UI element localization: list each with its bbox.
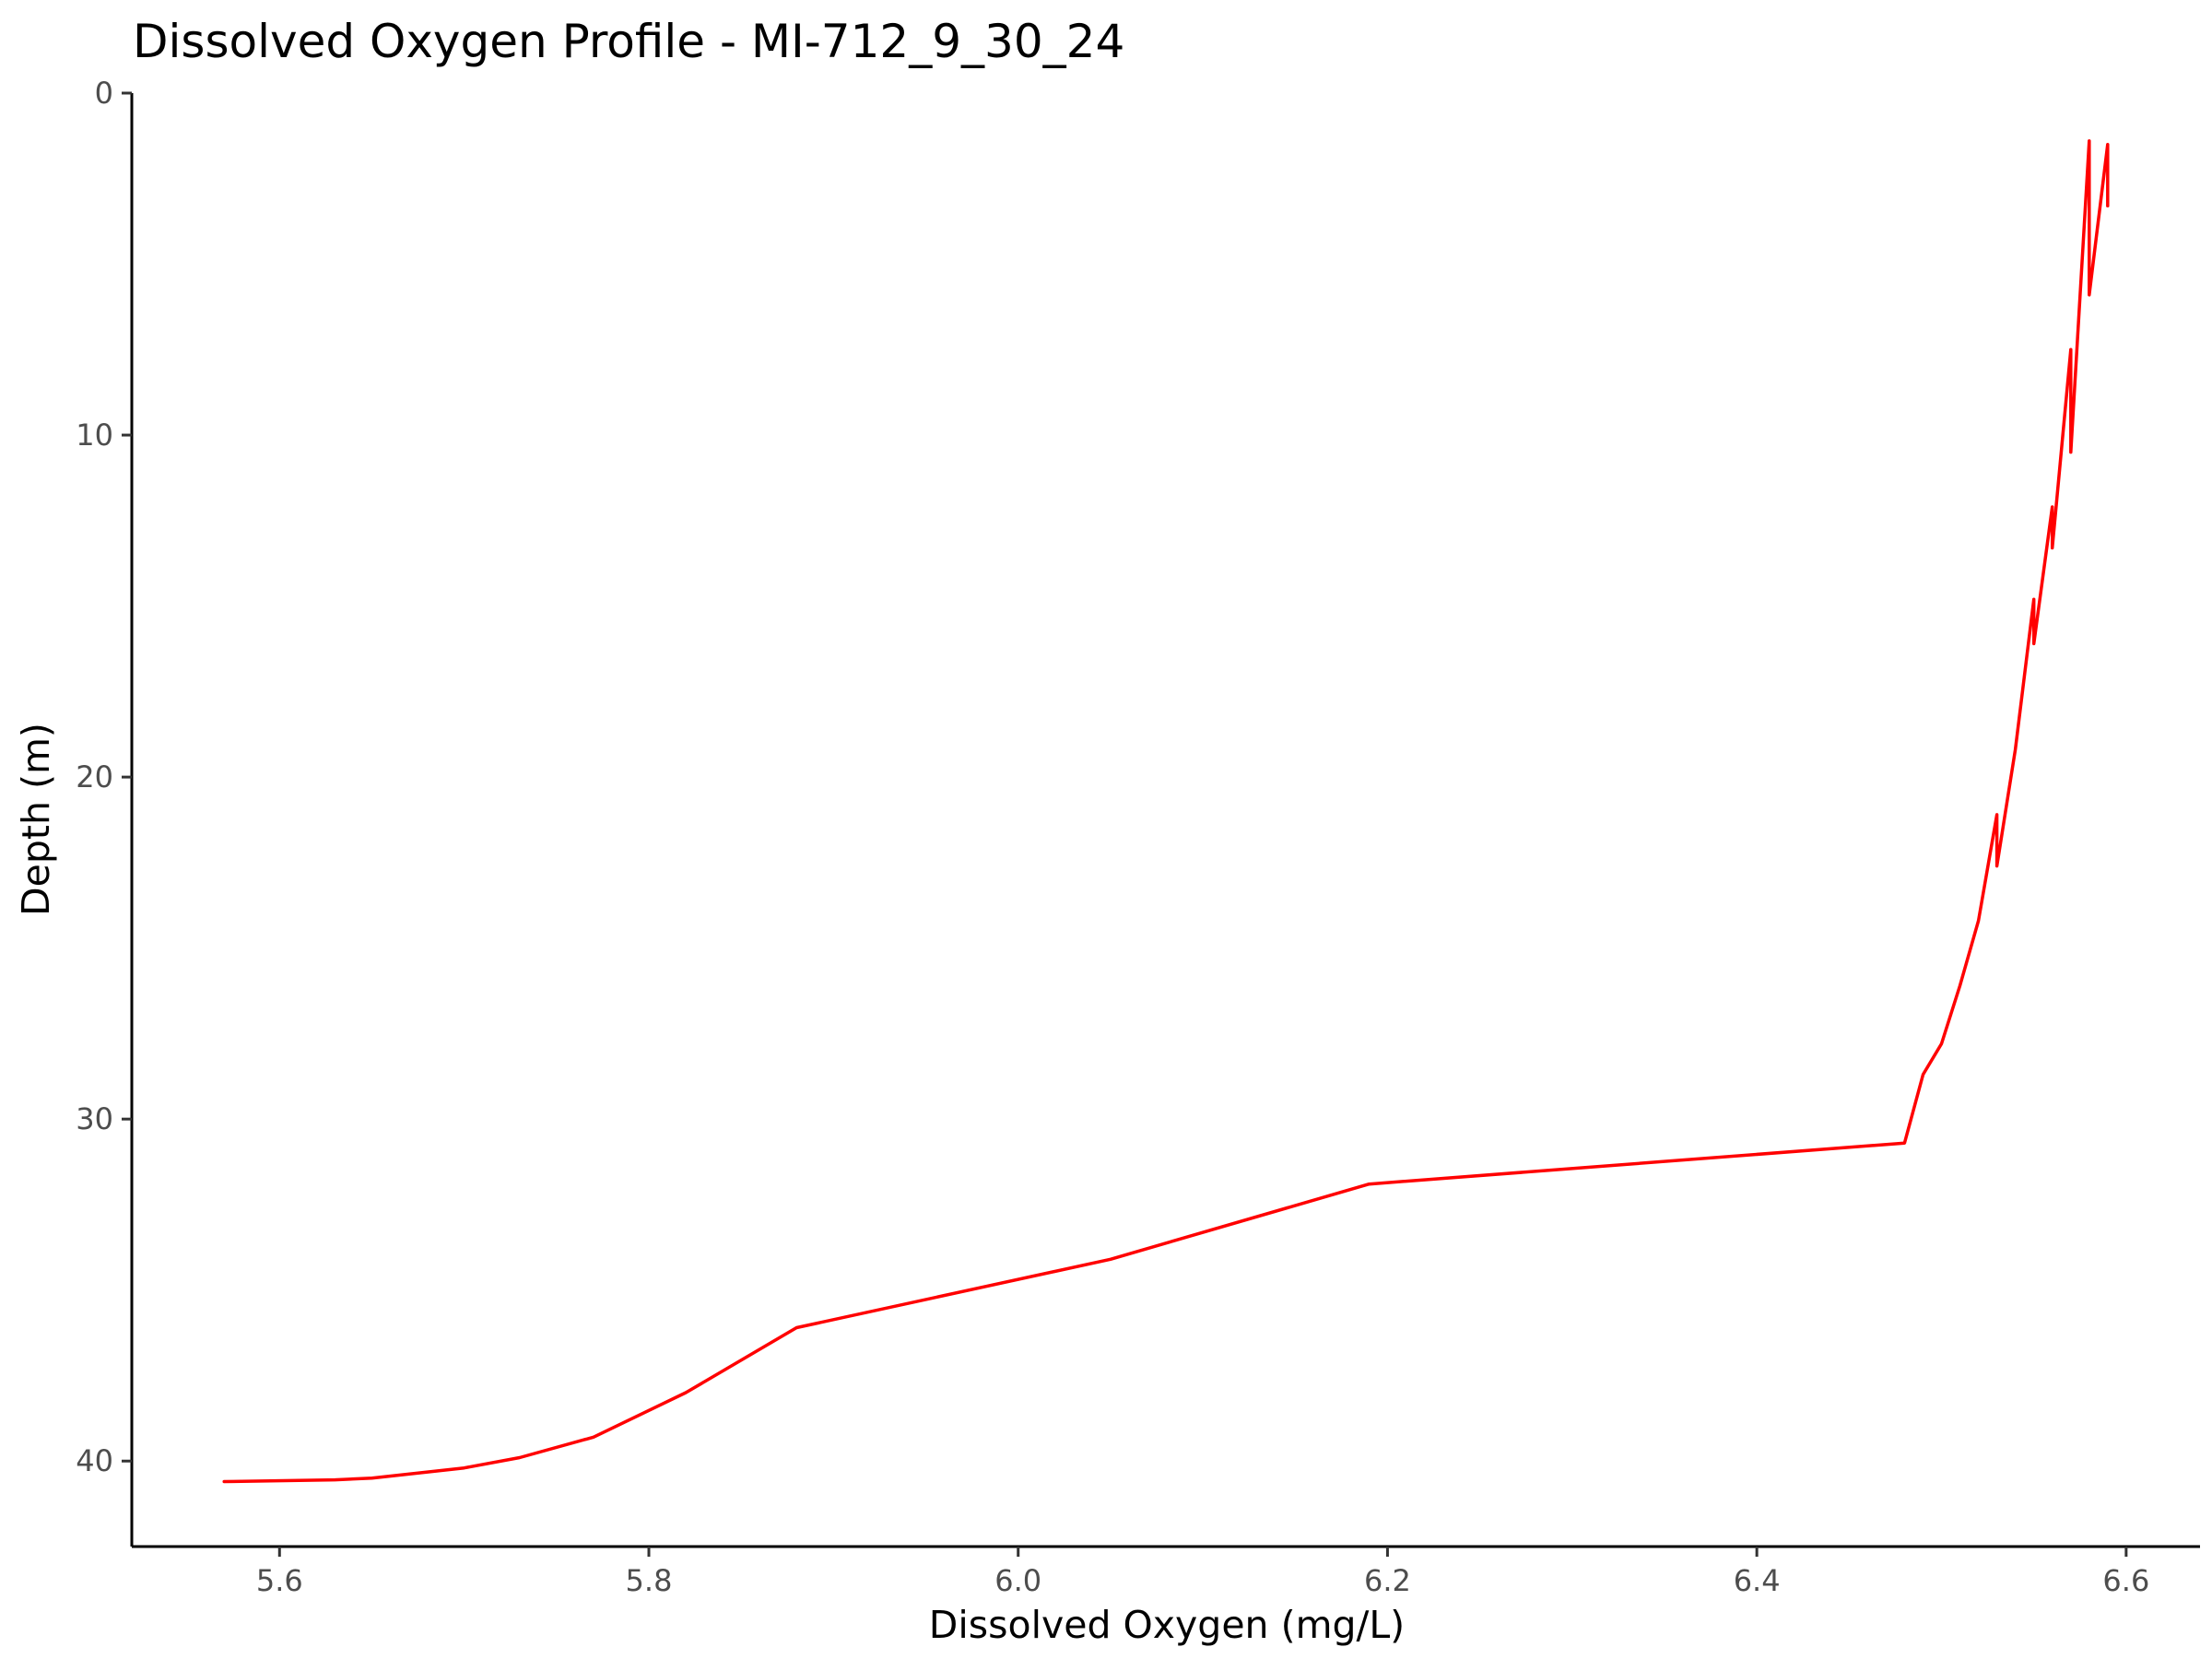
x-tick-label: 5.8 (626, 1563, 673, 1598)
y-tick-label: 40 (76, 1443, 113, 1478)
plot-area (222, 139, 2110, 1484)
x-tick-label: 6.6 (2102, 1563, 2149, 1598)
x-tick-label: 6.4 (1734, 1563, 1781, 1598)
x-tick-label: 5.6 (256, 1563, 303, 1598)
x-tick-label: 6.2 (1364, 1563, 1411, 1598)
y-axis: 0 10 20 30 40 (76, 76, 134, 1547)
y-tick-label: 30 (76, 1101, 113, 1136)
y-tick-label: 0 (95, 76, 113, 111)
y-tick-label: 20 (76, 759, 113, 794)
do-series-line (222, 139, 2110, 1484)
x-axis-title: Dissolved Oxygen (mg/L) (929, 1603, 1405, 1647)
y-axis-title: Depth (m) (14, 723, 58, 916)
y-tick-label: 10 (76, 418, 113, 453)
x-axis: 5.6 5.8 6.0 6.2 6.4 6.6 (132, 1545, 2200, 1598)
chart-title: Dissolved Oxygen Profile - MI-712_9_30_2… (133, 15, 1124, 68)
x-tick-label: 6.0 (994, 1563, 1041, 1598)
